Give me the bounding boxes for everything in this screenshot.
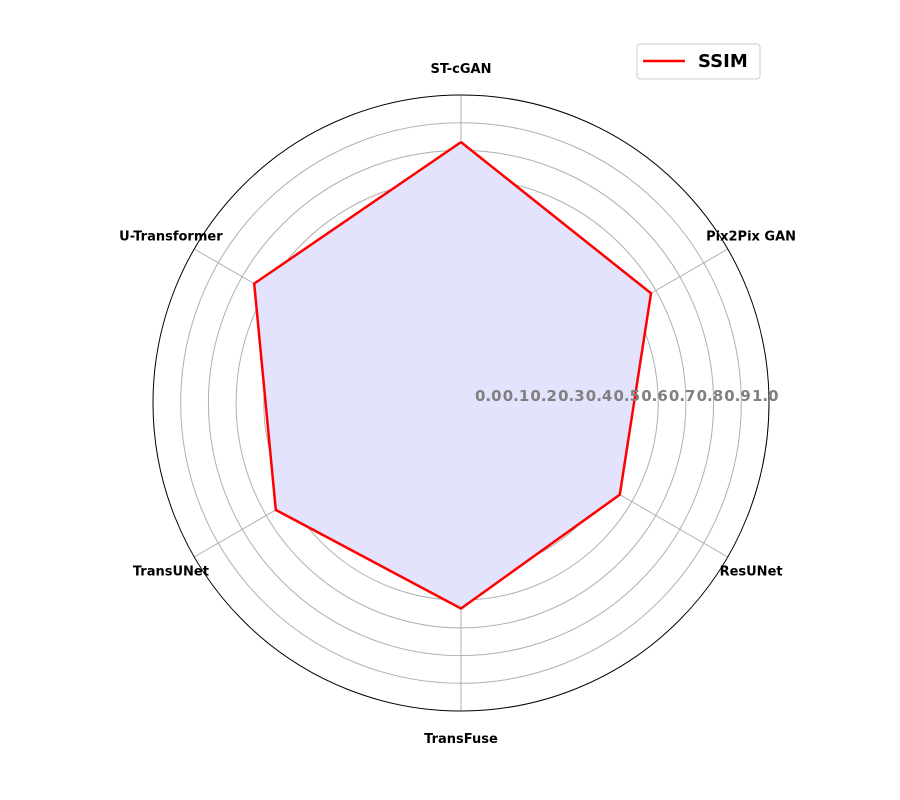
category-label: Pix2Pix GAN — [706, 230, 796, 245]
legend-label-ssim: SSIM — [698, 51, 748, 72]
radial-tick-label: 0.1 — [503, 387, 530, 405]
ssim-area — [254, 142, 651, 609]
outer-frame — [152, 94, 770, 712]
category-labels: ST-cGAN Pix2Pix GAN ResUNet TransFuse TransU… — [119, 62, 796, 747]
category-label: ResUNet — [720, 565, 783, 580]
legend-box — [636, 43, 761, 80]
radial-tick-label: 0.4 — [586, 387, 613, 405]
radial-tick-label: 0.6 — [641, 387, 668, 405]
radial-tick-label: 0.2 — [530, 387, 557, 405]
radial-tick-label: 0.3 — [558, 387, 585, 405]
category-label: U-Transformer — [119, 230, 223, 245]
radial-tick-label: 0.9 — [724, 387, 751, 405]
legend: SSIM — [636, 43, 761, 80]
category-label: TransUNet — [133, 565, 209, 580]
radial-tick-label: 1.0 — [752, 387, 779, 405]
category-label: TransFuse — [424, 732, 498, 747]
radial-tick-label: 0.7 — [669, 387, 696, 405]
radial-tick-label: 0.8 — [697, 387, 724, 405]
radial-tick-labels: 0.0 0.1 0.2 0.3 0.4 0.5 0.6 0.7 0.8 0.9 1.0 — [475, 387, 779, 405]
category-label: ST-cGAN — [430, 62, 491, 77]
ssim-line — [252, 141, 653, 610]
radial-tick-label: 0.0 — [475, 387, 502, 405]
radial-tick-label: 0.5 — [614, 387, 641, 405]
